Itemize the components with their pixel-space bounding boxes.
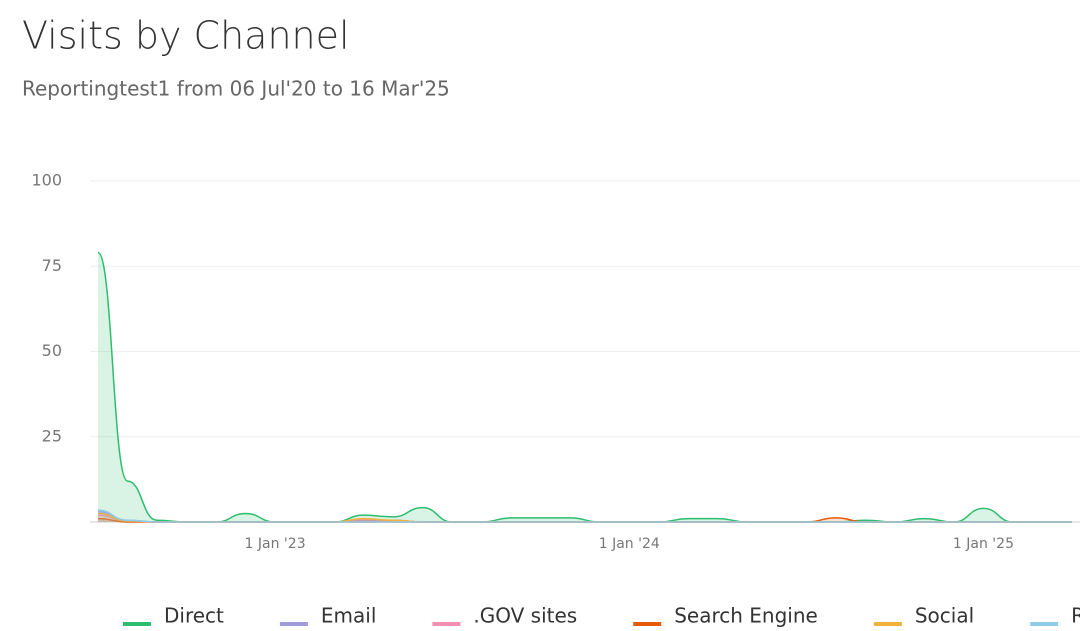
series-line (97, 251, 1072, 523)
y-tick-label: 25 (42, 426, 62, 445)
y-tick-label: 75 (42, 256, 62, 275)
x-tick-label: 1 Jan '24 (599, 536, 660, 552)
chart-title: Visits by Channel (22, 14, 350, 58)
legend-item: Email (279, 604, 377, 628)
legend-label: Direct (164, 604, 224, 628)
legend-item: Referrals (1030, 604, 1080, 628)
x-tick-label: 1 Jan '25 (953, 536, 1014, 552)
legend-label: Referrals (1071, 604, 1080, 628)
legend-label: Social (915, 604, 974, 628)
x-tick-label: 1 Jan '23 (245, 536, 306, 552)
legend-label: Search Engine (674, 604, 818, 628)
legend-item: Social (873, 604, 974, 628)
series-line (97, 509, 1072, 523)
y-tick-label: 100 (31, 171, 62, 190)
y-tick-label: 50 (42, 341, 62, 360)
legend-label: Email (321, 604, 377, 628)
chart-subtitle: Reportingtest1 from 06 Jul'20 to 16 Mar'… (22, 77, 450, 101)
legend-item: Search Engine (633, 604, 818, 628)
legend-label: .GOV sites (473, 604, 577, 628)
series-area (98, 252, 1072, 523)
legend-item: Direct (123, 604, 224, 628)
legend-item: .GOV sites (432, 604, 577, 628)
